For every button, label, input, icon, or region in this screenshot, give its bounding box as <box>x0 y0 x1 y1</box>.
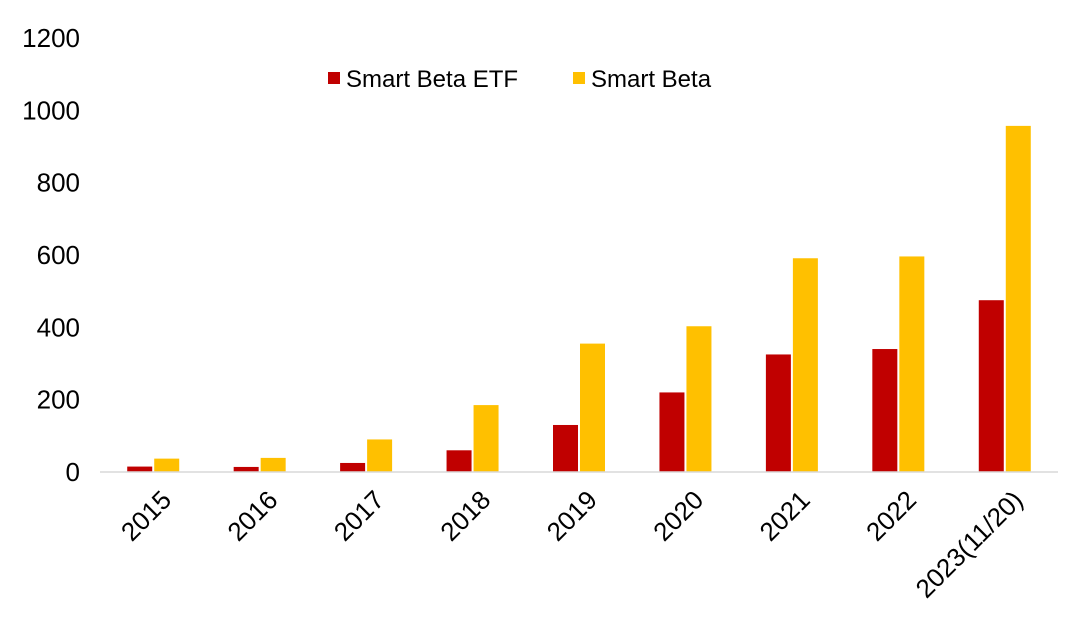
bar-smart-beta-2022 <box>899 256 925 472</box>
y-tick-label: 1200 <box>22 23 80 53</box>
x-tick-label: 2017 <box>328 485 390 547</box>
legend-swatch <box>573 72 585 84</box>
x-tick-label: 2023(11/20) <box>910 485 1029 604</box>
x-tick-label: 2022 <box>860 485 922 547</box>
y-tick-label: 400 <box>37 312 80 342</box>
y-tick-label: 0 <box>66 457 80 487</box>
bar-smart-beta-2019 <box>580 343 605 472</box>
bar-smart-beta-2017 <box>367 439 393 472</box>
bar-smart-beta-etf-2023-11-20 <box>978 300 1004 472</box>
legend-label: Smart Beta ETF <box>346 66 518 93</box>
bar-smart-beta-2016 <box>260 457 286 472</box>
y-axis-ticks: 0 200 400 600 800 1000 1200 <box>22 23 80 487</box>
bar-smart-beta-etf-2019 <box>553 424 578 472</box>
y-tick-label: 1000 <box>22 95 80 125</box>
x-tick-label: 2016 <box>221 485 283 547</box>
bar-smart-beta-etf-2020 <box>659 392 685 472</box>
bar-smart-beta-etf-2016 <box>233 466 259 472</box>
x-axis-ticks: 2015 2016 2017 2018 2019 2020 2021 20222023(11/… <box>115 485 1029 604</box>
bar-smart-beta-2021 <box>792 258 818 472</box>
x-tick-label: 2021 <box>754 485 816 547</box>
bar-smart-beta-etf-2022 <box>872 349 898 472</box>
legend-label: Smart Beta <box>591 66 712 93</box>
y-tick-label: 200 <box>37 385 80 415</box>
bar-smart-beta-etf-2017 <box>340 462 366 472</box>
bar-smart-beta-2023-11-20 <box>1005 125 1031 472</box>
y-tick-label: 800 <box>37 168 80 198</box>
y-tick-label: 600 <box>37 240 80 270</box>
bar-smart-beta-2020 <box>686 326 712 472</box>
bar-smart-beta-etf-2015 <box>127 466 153 472</box>
x-tick-label: 2020 <box>647 485 709 547</box>
x-tick-label: 2019 <box>541 485 603 547</box>
legend-swatch <box>328 72 340 84</box>
legend: Smart Beta ETF Smart Beta <box>328 66 712 93</box>
bar-smart-beta-2018 <box>473 405 499 472</box>
x-tick-label: 2015 <box>115 485 177 547</box>
bars-group <box>127 125 1031 472</box>
bar-smart-beta-etf-2018 <box>446 450 472 472</box>
bar-smart-beta-2015 <box>154 458 180 472</box>
bar-smart-beta-etf-2021 <box>765 354 791 472</box>
x-tick-label: 2018 <box>434 485 496 547</box>
